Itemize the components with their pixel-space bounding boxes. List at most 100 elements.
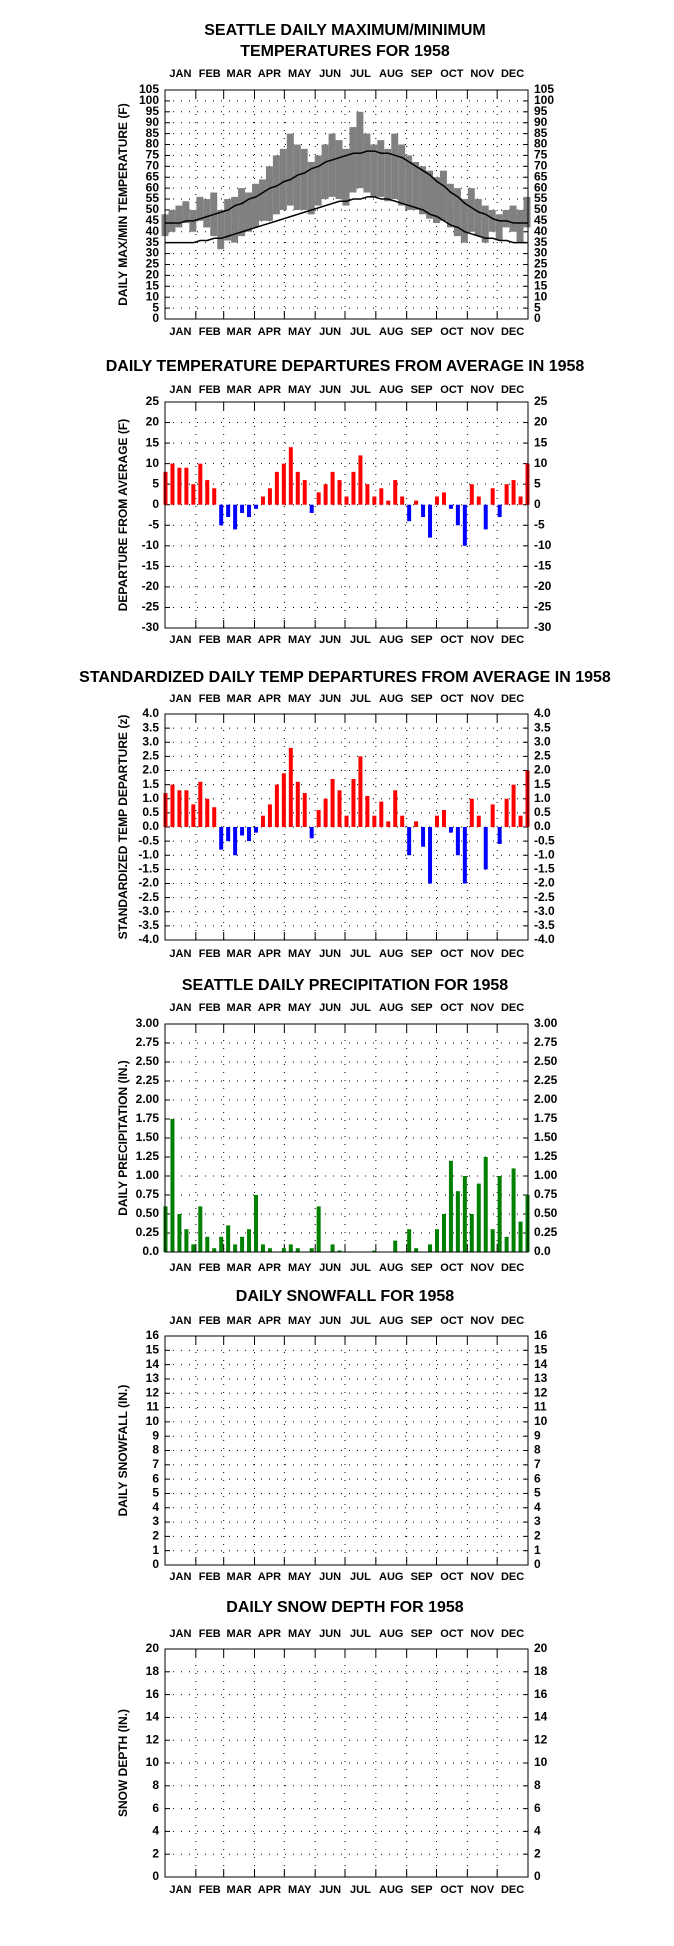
month-label: APR <box>258 68 281 80</box>
month-label: MAR <box>227 326 252 338</box>
y-tick-label-right: 13 <box>534 1371 548 1385</box>
bar <box>274 471 279 505</box>
bar <box>351 778 356 827</box>
bar <box>511 784 516 827</box>
month-label: APR <box>258 693 281 705</box>
month-label: AUG <box>379 1571 403 1583</box>
month-label: MAY <box>288 1884 312 1896</box>
y-tick-label: 50 <box>146 202 160 216</box>
temperature-range <box>419 166 427 215</box>
chart-title: DAILY SNOWFALL FOR 1958 <box>236 1288 455 1305</box>
bar <box>316 492 321 505</box>
month-label: APR <box>258 1628 281 1640</box>
month-label: APR <box>258 948 281 960</box>
month-label: JUN <box>319 384 341 396</box>
month-label: NOV <box>470 1628 495 1640</box>
month-label: OCT <box>440 1884 464 1896</box>
temperature-range <box>328 133 336 197</box>
y-tick-label: 4 <box>152 1500 159 1514</box>
y-tick-label: 10 <box>146 1755 160 1769</box>
temperature-range <box>391 133 399 200</box>
y-tick-label-right: 1.75 <box>534 1111 558 1125</box>
y-tick-label-right: 20 <box>534 1641 548 1655</box>
temperature-range <box>231 196 239 243</box>
month-label: DEC <box>501 1002 524 1014</box>
month-label: JUN <box>319 948 341 960</box>
bar <box>400 815 405 827</box>
bar <box>267 488 272 505</box>
bar <box>435 1229 440 1252</box>
y-tick-label: -1.5 <box>138 862 159 876</box>
y-tick-label-right: 0 <box>534 311 541 325</box>
temperature-range <box>203 199 211 228</box>
y-tick-label: 1.00 <box>136 1168 160 1182</box>
month-label: NOV <box>470 634 495 646</box>
y-tick-label: 0 <box>152 1557 159 1571</box>
y-tick-label: 65 <box>146 169 160 183</box>
bar <box>435 815 440 827</box>
y-tick-label-right: 9 <box>534 1428 541 1442</box>
y-tick-label-right: -10 <box>534 538 552 552</box>
bar <box>302 793 307 827</box>
temperature-range <box>488 209 496 232</box>
y-tick-label-right: 25 <box>534 394 548 408</box>
bar <box>316 810 321 827</box>
temperature-range <box>168 209 176 232</box>
temperature-range <box>377 140 385 197</box>
temperature-range <box>224 199 232 241</box>
y-tick-label-right: 0 <box>534 497 541 511</box>
month-label: APR <box>258 1884 281 1896</box>
bar <box>260 815 265 827</box>
y-tick-label: -3.5 <box>138 918 159 932</box>
y-tick-label: -1.0 <box>138 847 159 861</box>
y-tick-label-right: -3.0 <box>534 904 555 918</box>
bar <box>393 480 398 505</box>
y-axis-label: SNOW DEPTH (IN.) <box>116 1709 130 1817</box>
bar <box>351 471 356 505</box>
y-tick-label-right: 12 <box>534 1385 548 1399</box>
y-tick-label-right: -3.5 <box>534 918 555 932</box>
bar <box>247 1229 252 1252</box>
y-tick-label: 18 <box>146 1664 160 1678</box>
bar <box>414 1248 419 1252</box>
y-tick-label-right: 8 <box>534 1443 541 1457</box>
month-label: MAY <box>288 1628 312 1640</box>
month-label: JUN <box>319 1628 341 1640</box>
y-tick-label: 20 <box>146 268 160 282</box>
month-label: JAN <box>169 693 191 705</box>
month-label: MAR <box>227 1262 252 1274</box>
plot-frame <box>164 1335 529 1566</box>
month-label: DEC <box>501 693 524 705</box>
bar <box>295 1248 300 1252</box>
bar <box>281 773 286 827</box>
bar <box>441 492 446 505</box>
bar <box>198 781 203 827</box>
y-tick-label-right: -2.5 <box>534 890 555 904</box>
bar <box>219 1236 224 1252</box>
bar <box>448 1160 453 1252</box>
y-tick-label: 3.0 <box>142 734 159 748</box>
y-tick-label-right: 20 <box>534 268 548 282</box>
bar <box>247 827 252 842</box>
month-label: DEC <box>501 1262 524 1274</box>
y-tick-label: 0 <box>152 311 159 325</box>
bar <box>226 827 231 842</box>
bar <box>455 827 460 856</box>
month-label: SEP <box>411 634 433 646</box>
month-label: JUL <box>350 326 371 338</box>
month-label: DEC <box>501 384 524 396</box>
y-tick-label: 20 <box>146 1641 160 1655</box>
bar <box>393 790 398 827</box>
plot-frame <box>164 713 529 941</box>
month-label: NOV <box>470 693 495 705</box>
y-tick-label-right: 10 <box>534 1755 548 1769</box>
bar <box>205 1236 210 1252</box>
temperature-range <box>460 199 468 243</box>
y-tick-label: 105 <box>139 82 159 96</box>
bar <box>462 827 467 884</box>
temperature-range <box>405 155 413 210</box>
temperature-range <box>321 144 329 200</box>
bar <box>177 467 182 505</box>
normal-min-line <box>165 196 528 244</box>
bar <box>323 798 328 827</box>
